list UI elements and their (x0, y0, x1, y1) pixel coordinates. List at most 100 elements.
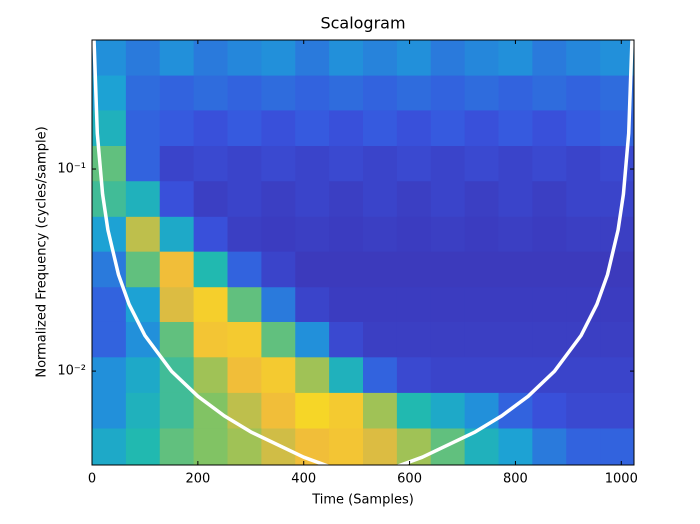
heat-cell (329, 40, 364, 77)
heat-cell (295, 392, 330, 429)
heat-cell (532, 110, 567, 147)
heat-cell (566, 110, 601, 147)
heat-cell (329, 428, 364, 465)
heat-cell (227, 75, 262, 111)
heat-cell (396, 357, 432, 394)
heat-cell (295, 75, 330, 111)
heat-cell (295, 251, 330, 288)
heat-cell (498, 216, 533, 253)
heat-cell (125, 216, 161, 253)
heat-cell (600, 392, 634, 429)
heat-cell (363, 181, 398, 218)
heat-cell (464, 145, 499, 182)
heat-cell (125, 428, 161, 465)
heat-cell (92, 181, 127, 218)
heat-cell (396, 40, 432, 77)
heat-cell (261, 216, 296, 253)
heat-cell (566, 428, 601, 465)
heat-cell (430, 40, 466, 77)
heat-cell (125, 321, 161, 358)
heat-cell (363, 287, 398, 323)
coi-line (92, 40, 634, 465)
heat-cell (159, 110, 195, 147)
heat-cell (363, 216, 398, 253)
heat-cell (227, 251, 262, 288)
cone-of-influence (92, 40, 634, 465)
heat-cell (566, 216, 601, 253)
heat-cell (261, 321, 296, 358)
heat-cell (464, 181, 499, 218)
heat-cell (396, 181, 432, 218)
heat-cell (159, 321, 195, 358)
heat-cell (125, 287, 161, 323)
heat-cell (159, 392, 195, 429)
heat-cell (227, 216, 262, 253)
heat-cell (430, 251, 466, 288)
heat-cell (464, 287, 499, 323)
heat-cell (532, 428, 567, 465)
heat-cell (329, 145, 364, 182)
heat-cell (125, 357, 161, 394)
heat-cell (295, 357, 330, 394)
heat-cell (193, 321, 228, 358)
heat-cell (498, 145, 533, 182)
heat-cell (295, 40, 330, 77)
heat-cell (363, 40, 398, 77)
heat-cell (566, 392, 601, 429)
heat-cell (464, 40, 499, 77)
heat-cell (430, 110, 466, 147)
heat-cell (329, 110, 364, 147)
heat-cell (92, 287, 127, 323)
heat-cell (125, 145, 161, 182)
heat-cell (600, 321, 634, 358)
heat-cell (92, 357, 127, 394)
heat-cell (566, 181, 601, 218)
heat-cell (295, 287, 330, 323)
heat-cell (227, 392, 262, 429)
heat-cell (295, 216, 330, 253)
heat-cell (396, 216, 432, 253)
heat-cell (159, 287, 195, 323)
heat-cell (566, 145, 601, 182)
heat-cell (227, 357, 262, 394)
heat-cell (396, 75, 432, 111)
heat-cell (295, 145, 330, 182)
heat-cell (227, 40, 262, 77)
heat-cell (329, 251, 364, 288)
heat-cell (227, 145, 262, 182)
heat-cell (532, 181, 567, 218)
heat-cell (125, 75, 161, 111)
heat-cell (532, 251, 567, 288)
heat-cell (464, 216, 499, 253)
heat-cell (363, 110, 398, 147)
heat-cell (498, 40, 533, 77)
heat-cell (193, 40, 228, 77)
heat-cell (261, 40, 296, 77)
x-axis-label: Time (Samples) (311, 493, 414, 508)
heat-cell (227, 110, 262, 147)
heat-cell (464, 321, 499, 358)
heat-cell (396, 287, 432, 323)
heat-cell (430, 321, 466, 358)
heat-cell (464, 251, 499, 288)
heat-cell (464, 75, 499, 111)
heat-cell (329, 392, 364, 429)
heat-cell (363, 75, 398, 111)
heat-cell (193, 357, 228, 394)
heat-cell (125, 392, 161, 429)
heat-cell (261, 181, 296, 218)
heat-cell (430, 216, 466, 253)
heat-cell (430, 75, 466, 111)
heat-cell (363, 145, 398, 182)
heat-cell (498, 428, 533, 465)
heat-cell (261, 75, 296, 111)
x-tick-label: 600 (397, 472, 422, 487)
heat-cell (227, 287, 262, 323)
heat-cell (295, 181, 330, 218)
heat-cell (532, 287, 567, 323)
heat-cell (464, 392, 499, 429)
heat-cell (430, 357, 466, 394)
heat-cell (193, 145, 228, 182)
heat-cell (159, 75, 195, 111)
heat-cell (125, 40, 161, 77)
